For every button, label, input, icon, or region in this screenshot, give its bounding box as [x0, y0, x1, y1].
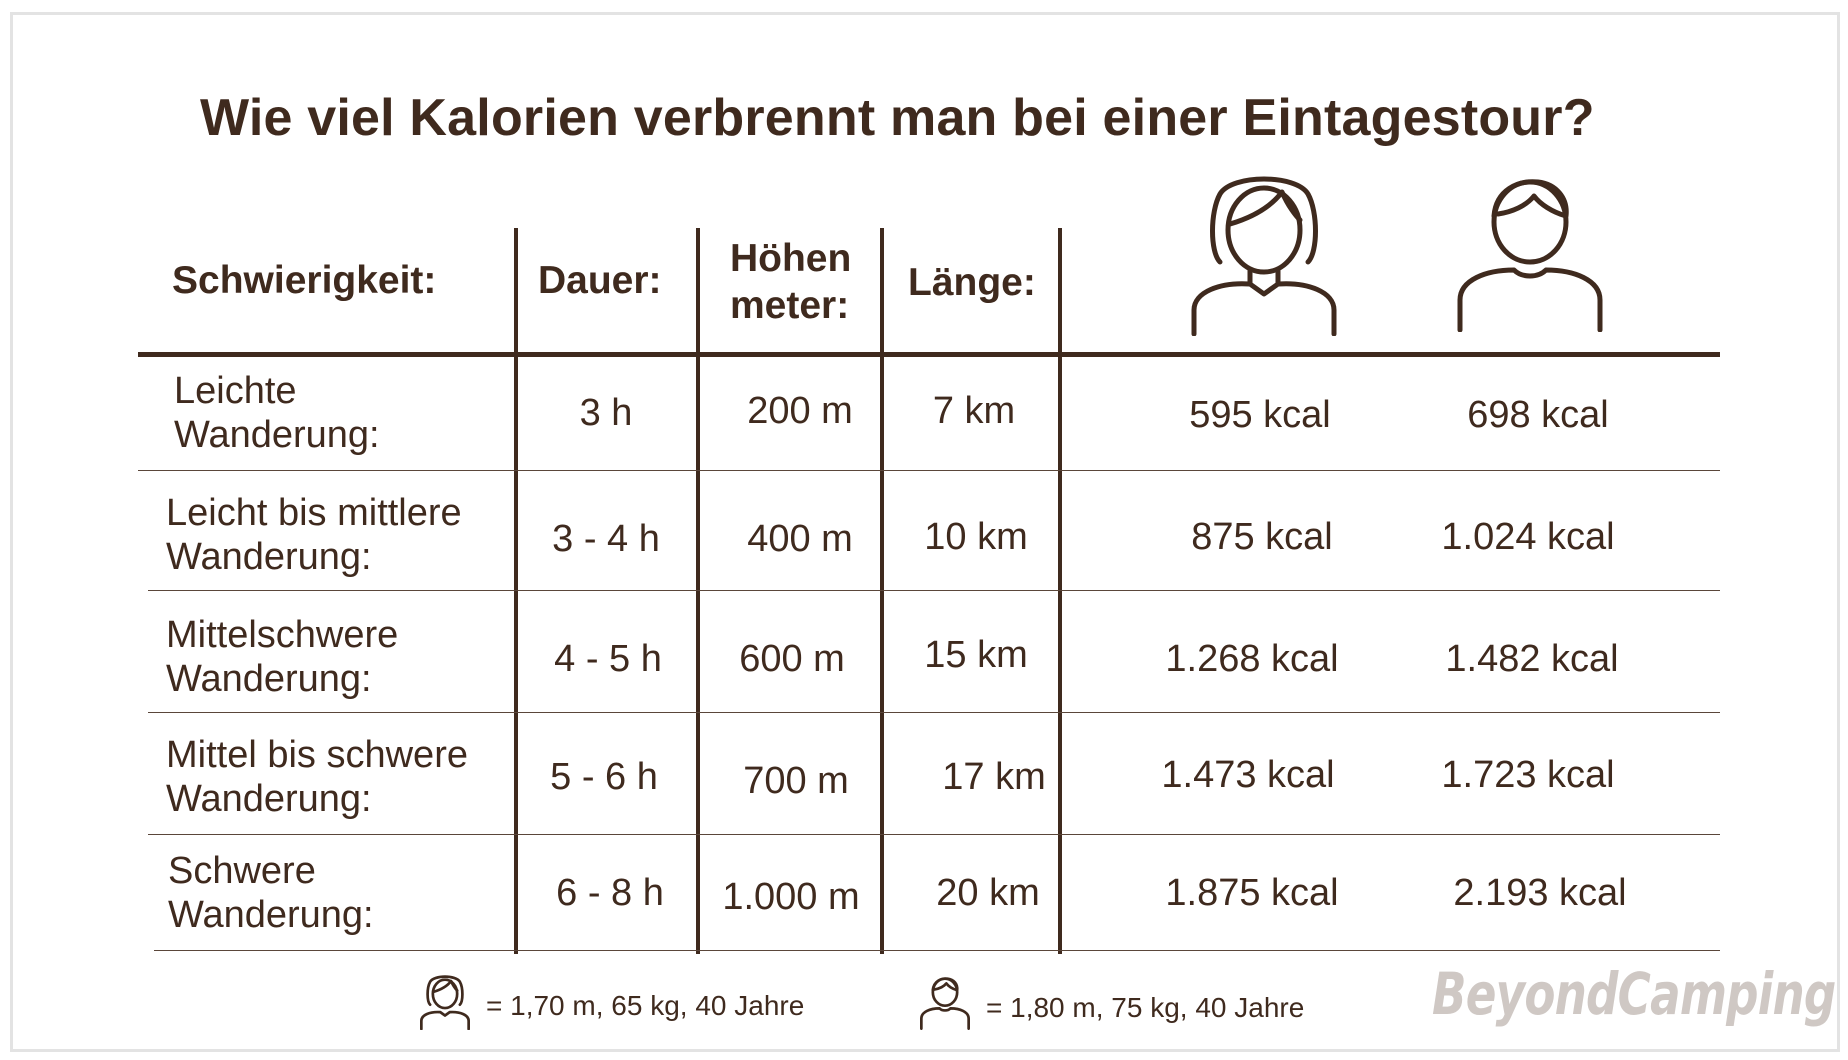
header-elevation: Höhen meter: [730, 236, 851, 330]
page-title: Wie viel Kalorien verbrennt man bei eine… [200, 89, 1595, 147]
female-kcal-cell: 875 kcal [1191, 516, 1333, 558]
female-kcal-cell: 595 kcal [1189, 394, 1331, 436]
column-divider [1058, 228, 1062, 954]
female-kcal-cell: 1.268 kcal [1165, 638, 1339, 680]
difficulty-label: Wanderung: [166, 535, 372, 578]
table-row: Mittel bis schwere Wanderung: [166, 734, 468, 821]
elevation-cell: 1.000 m [722, 876, 860, 918]
length-cell: 10 km [924, 516, 1028, 558]
duration-cell: 6 - 8 h [556, 872, 664, 914]
header-difficulty: Schwierigkeit: [172, 259, 437, 302]
difficulty-label: Wanderung: [168, 893, 374, 936]
difficulty-label: Wanderung: [166, 657, 372, 700]
table-bottom-rule [154, 950, 1720, 951]
column-divider [696, 228, 700, 954]
man-icon [1457, 179, 1603, 332]
length-cell: 7 km [932, 390, 1016, 432]
difficulty-label: Mittel bis schwere [166, 734, 468, 776]
woman-legend-icon [420, 975, 470, 1030]
duration-cell: 3 - 4 h [552, 518, 660, 560]
duration-cell: 4 - 5 h [554, 638, 662, 680]
male-kcal-cell: 698 kcal [1467, 394, 1609, 436]
header-length: Länge: [908, 261, 1036, 304]
row-divider [148, 712, 1720, 713]
row-divider [148, 834, 1720, 835]
duration-cell: 5 - 6 h [550, 756, 658, 798]
difficulty-label: Wanderung: [174, 413, 380, 456]
elevation-cell: 700 m [743, 760, 849, 802]
row-divider [138, 470, 1720, 471]
difficulty-label: Mittelschwere [166, 614, 399, 656]
male-kcal-cell: 1.482 kcal [1445, 638, 1619, 680]
difficulty-label: Wanderung: [166, 777, 372, 820]
male-kcal-cell: 1.723 kcal [1441, 754, 1615, 796]
duration-cell: 3 h [579, 392, 633, 434]
table-row: Leicht bis mittlere Wanderung: [166, 492, 462, 579]
legend-female: = 1,70 m, 65 kg, 40 Jahre [486, 990, 805, 1021]
table-row: Leichte Wanderung: [174, 370, 380, 457]
length-cell: 17 km [942, 756, 1046, 798]
header-elevation-line2: meter: [730, 283, 850, 327]
elevation-cell: 400 m [747, 518, 853, 560]
elevation-cell: 600 m [739, 638, 845, 680]
elevation-cell: 200 m [747, 390, 853, 432]
woman-icon [1191, 176, 1337, 336]
column-divider [880, 228, 884, 954]
difficulty-label: Schwere [168, 850, 316, 892]
male-kcal-cell: 1.024 kcal [1441, 516, 1615, 558]
header-rule [138, 352, 1720, 357]
table-row: Mittelschwere Wanderung: [166, 614, 398, 701]
male-kcal-cell: 2.193 kcal [1453, 872, 1627, 914]
legend-male: = 1,80 m, 75 kg, 40 Jahre [986, 992, 1305, 1023]
difficulty-label: Leichte [174, 370, 297, 412]
row-divider [148, 590, 1720, 591]
header-duration: Dauer: [538, 259, 662, 302]
length-cell: 20 km [936, 872, 1040, 914]
header-elevation-line1: Höhen [730, 237, 852, 280]
female-kcal-cell: 1.875 kcal [1165, 872, 1339, 914]
brand-logo: BeyondCamping [1432, 960, 1836, 1028]
column-divider [514, 228, 518, 954]
difficulty-label: Leicht bis mittlere [166, 492, 462, 534]
female-kcal-cell: 1.473 kcal [1161, 754, 1335, 796]
table-row: Schwere Wanderung: [168, 850, 374, 937]
man-legend-icon [920, 977, 970, 1030]
image-frame [10, 12, 1840, 1052]
length-cell: 15 km [924, 634, 1028, 676]
